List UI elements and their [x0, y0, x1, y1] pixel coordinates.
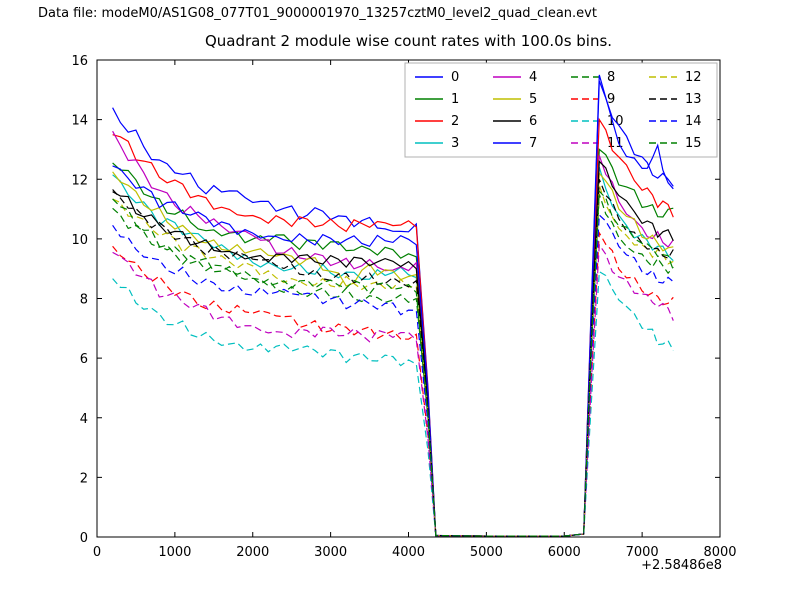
- x-tick-label: 5000: [470, 545, 503, 560]
- legend-label: 14: [685, 114, 702, 129]
- legend-label: 3: [451, 136, 459, 151]
- y-tick-label: 12: [71, 173, 88, 188]
- legend-label: 13: [685, 92, 702, 107]
- series-line-13: [112, 179, 674, 537]
- series-line-4: [112, 130, 674, 537]
- x-axis-offset-label: +2.58486e8: [641, 558, 722, 573]
- series-line-7: [112, 80, 674, 537]
- legend-label: 8: [607, 70, 615, 85]
- series-line-1: [112, 148, 674, 537]
- y-tick-label: 4: [80, 412, 88, 427]
- x-tick-label: 1000: [158, 545, 191, 560]
- legend-label: 15: [685, 136, 702, 151]
- x-tick-label: 2000: [236, 545, 269, 560]
- x-tick-label: 7000: [626, 545, 659, 560]
- y-tick-label: 8: [80, 293, 88, 308]
- series-line-10: [112, 270, 674, 537]
- plot-border: [96, 59, 721, 538]
- legend-label: 2: [451, 114, 459, 129]
- x-tick-label: 6000: [548, 545, 581, 560]
- legend-label: 1: [451, 92, 459, 107]
- series-line-14: [112, 213, 674, 537]
- legend-label: 5: [529, 92, 537, 107]
- y-tick-label: 6: [80, 352, 88, 367]
- legend-label: 12: [685, 70, 702, 85]
- y-tick-label: 10: [71, 233, 88, 248]
- y-tick-label: 0: [80, 531, 88, 546]
- data-file-label: Data file: modeM0/AS1G08_077T01_90000019…: [38, 6, 597, 21]
- legend-label: 0: [451, 70, 459, 85]
- legend-label: 7: [529, 136, 537, 151]
- series-line-15: [112, 189, 674, 537]
- y-tick-label: 14: [71, 114, 88, 129]
- series-line-2: [112, 117, 674, 537]
- legend-box: [404, 62, 718, 158]
- legend-label: 4: [529, 70, 537, 85]
- y-tick-label: 2: [80, 471, 88, 486]
- series-line-6: [112, 160, 674, 537]
- x-tick-label: 0: [93, 545, 101, 560]
- y-tick-label: 16: [71, 54, 88, 69]
- legend-label: 6: [529, 114, 537, 129]
- series-line-9: [112, 230, 674, 537]
- series-line-8: [112, 194, 674, 537]
- series-line-5: [112, 171, 674, 537]
- x-tick-label: 4000: [392, 545, 425, 560]
- chart-title: Quadrant 2 module wise count rates with …: [204, 32, 613, 50]
- x-tick-label: 8000: [703, 545, 736, 560]
- x-tick-label: 3000: [314, 545, 347, 560]
- legend-label: 9: [607, 92, 615, 107]
- series-line-11: [112, 243, 674, 537]
